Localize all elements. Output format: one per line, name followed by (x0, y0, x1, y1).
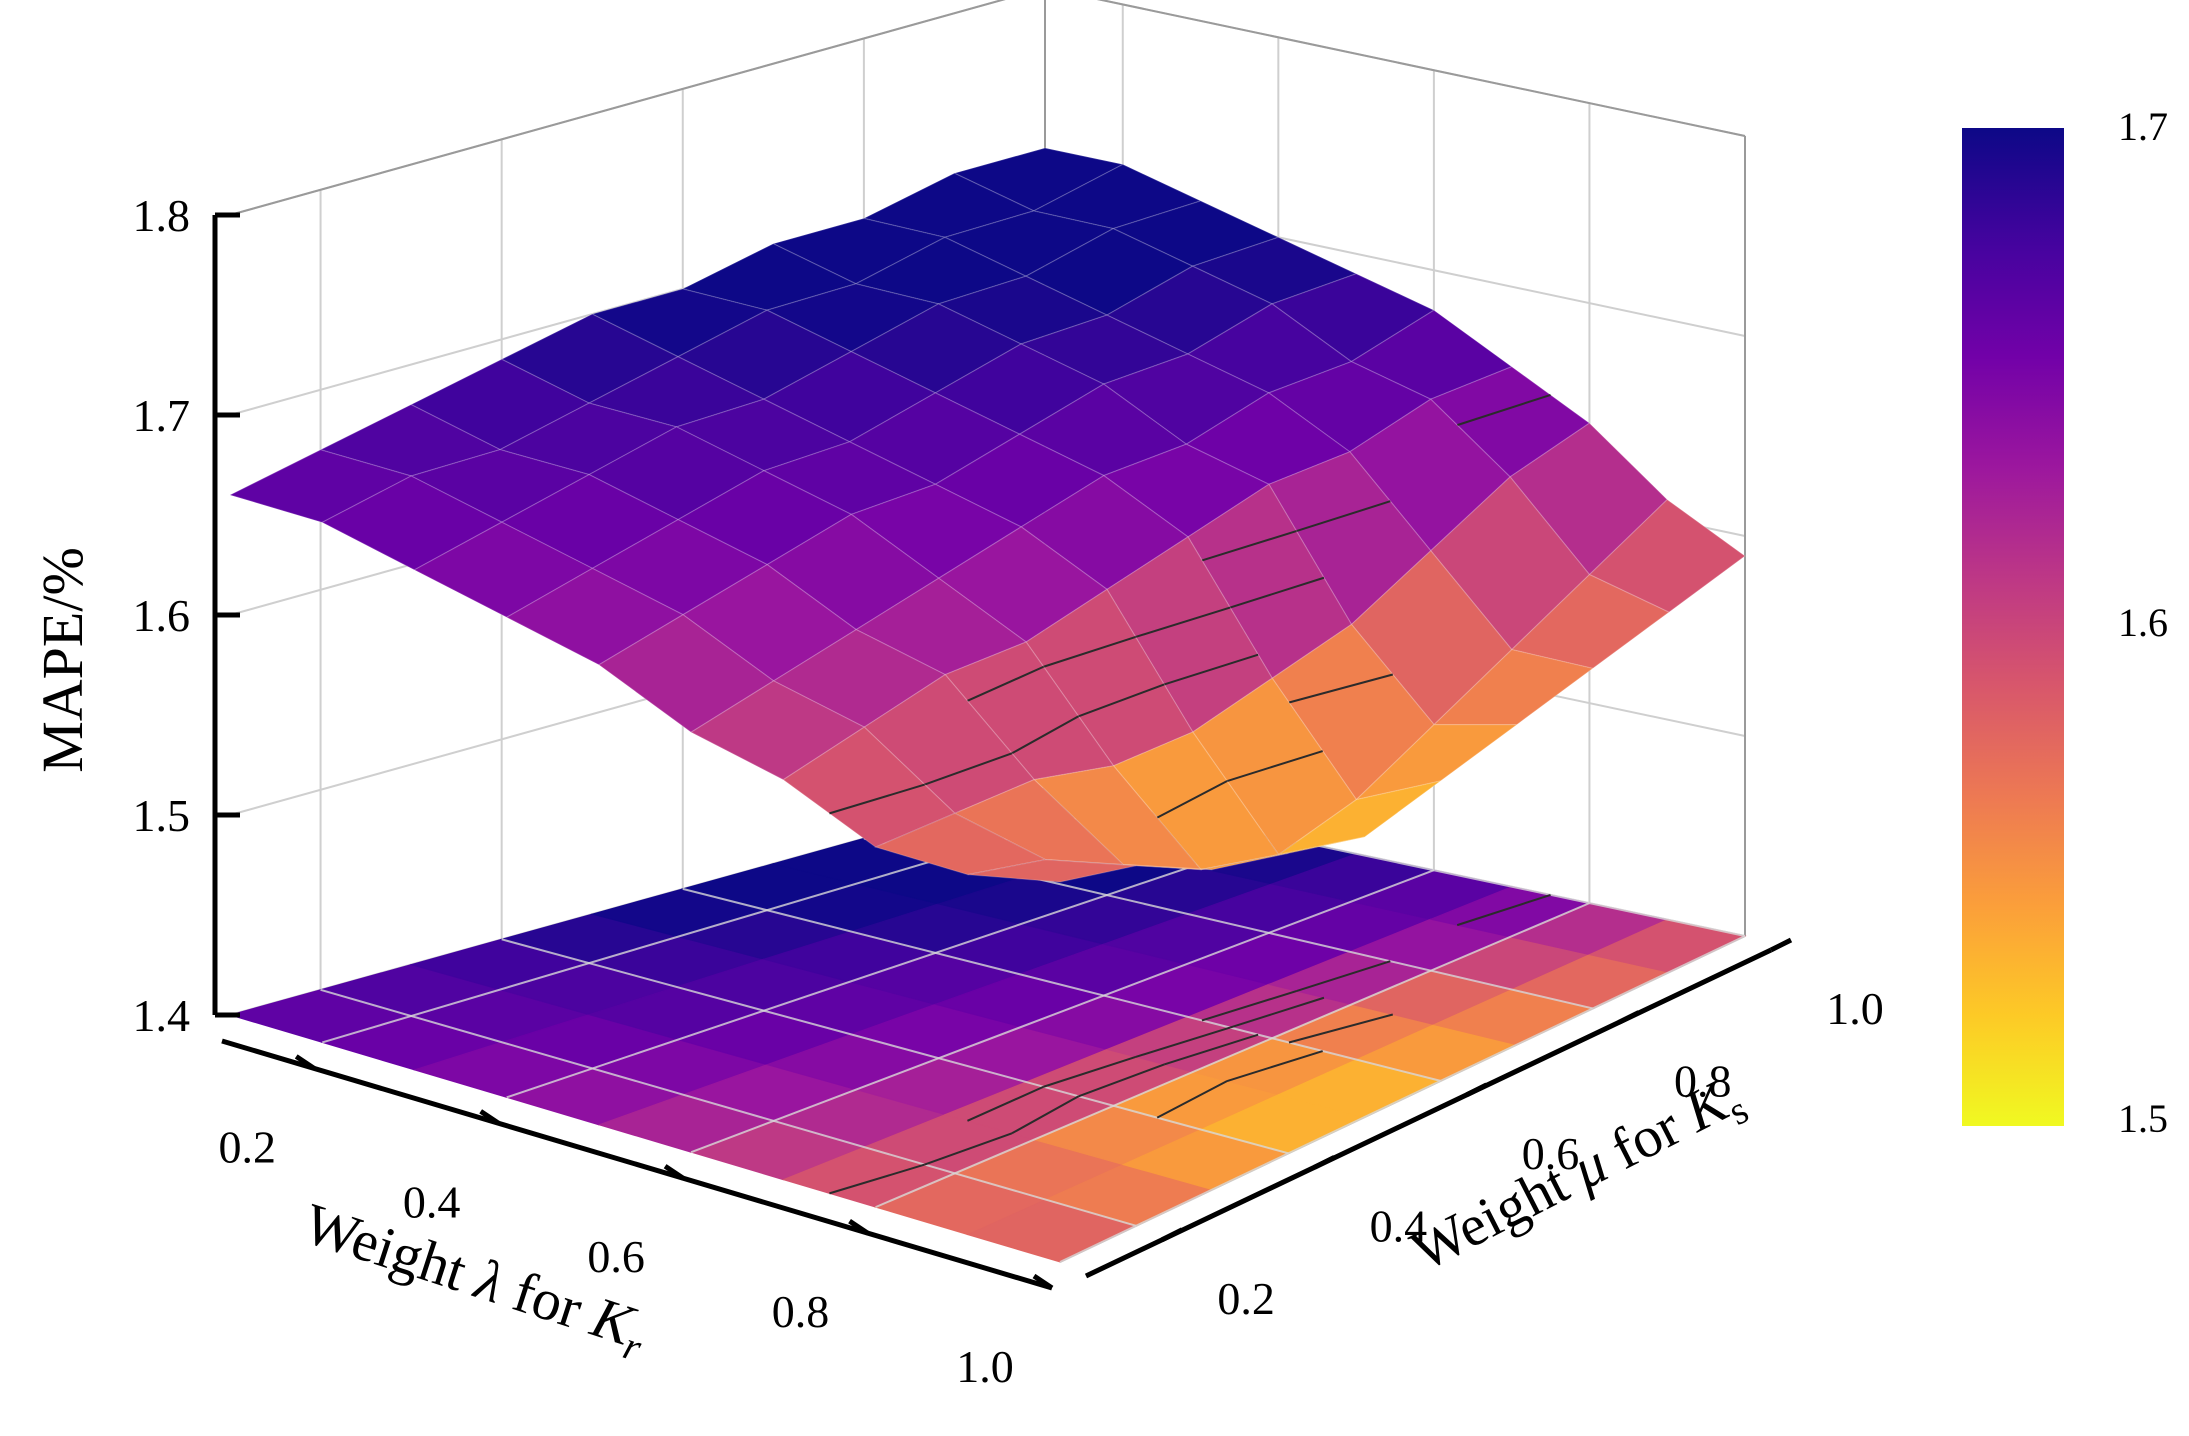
y-tick-mark-1 (1313, 1155, 1336, 1170)
z-tick-label-2: 1.6 (133, 590, 191, 641)
surface-contour-line (1156, 780, 1228, 819)
x-tick-label-1: 0.4 (403, 1176, 461, 1227)
surface-contour-line (967, 665, 1045, 702)
y-tick-label-4: 1.0 (1826, 983, 1884, 1034)
floor-contour-line (1296, 960, 1391, 992)
x-tick-mark-1 (479, 1109, 501, 1126)
x-tick-label-3: 0.8 (772, 1286, 830, 1337)
grid-line-left-wall-z-4 (229, 0, 1006, 216)
mape-surface (228, 147, 1747, 883)
y-tick-label-1: 0.4 (1370, 1200, 1428, 1251)
x-tick-label-4: 1.0 (956, 1341, 1014, 1392)
surface-contour-line (1201, 530, 1297, 562)
floor-contour-line (1156, 1080, 1228, 1119)
floor-contour-line (1288, 1013, 1394, 1044)
x-tick-mark-0 (294, 1054, 316, 1071)
y-tick-mark-3 (1617, 1010, 1640, 1025)
colorbar-tick-low: 1.5 (2118, 1096, 2168, 1141)
floor-contour-line (1456, 893, 1551, 927)
x-tick-mark-4 (1032, 1273, 1054, 1291)
surface-contour-line (1011, 715, 1080, 755)
floor-grid-lambda-1 (506, 836, 1279, 1099)
y-tick-mark-4 (1769, 937, 1793, 953)
surface-cell (1278, 780, 1441, 856)
z-tick-label-4: 1.8 (133, 190, 191, 241)
y-tick-label-0: 0.2 (1217, 1273, 1275, 1324)
y-axis-label: Weight μ for Ks (1401, 1062, 1755, 1291)
floor-contour-line (1135, 1026, 1231, 1058)
surface-contour-line (1078, 683, 1165, 718)
floor-contour-line (829, 1163, 925, 1195)
floor-contour-line (924, 1132, 1013, 1166)
surface-contour-line (1043, 636, 1136, 668)
floor-grid-mu-2 (682, 887, 1441, 1082)
surface-contour-line (1226, 750, 1323, 782)
pane-edge-1 (1096, 0, 1746, 137)
pane-edge-0 (229, 0, 1006, 216)
y-tick-label-3: 0.8 (1674, 1055, 1732, 1106)
surface-contour-line (1288, 673, 1394, 704)
y-tick-label-2: 0.6 (1522, 1128, 1580, 1179)
floor-contour-line (1078, 1063, 1165, 1098)
colorbar: 1.7 1.6 1.5 (1962, 104, 2168, 1141)
floor-contour-projection (228, 787, 1747, 1263)
z-tick-label-3: 1.7 (133, 390, 191, 441)
floor-contour-line (1011, 1095, 1080, 1135)
y-tick-mark-0 (1160, 1227, 1184, 1243)
floor-contour-line (1163, 1033, 1259, 1066)
surface-contour-line (1163, 653, 1259, 686)
surface-contour-line (1296, 500, 1391, 532)
surface-contour-line (1456, 393, 1551, 427)
floor-contour-line (1043, 1056, 1136, 1088)
z-tick-label-0: 1.4 (133, 990, 191, 1041)
colorbar-tick-mid: 1.6 (2118, 600, 2168, 645)
z-axis-label: MAPE/% (30, 547, 95, 773)
axes-frame: 1.4 1.5 1.6 1.7 1.8 0.2 0.4 0.6 0.8 1.0 0.2 0.4 0.6 0… (133, 190, 1884, 1392)
surface-cell (967, 858, 1137, 883)
floor-grid-lambda-4 (1059, 935, 1746, 1263)
surface-cell (1123, 852, 1289, 871)
floor-contour-line (1229, 996, 1325, 1029)
z-tick-label-1: 1.5 (133, 790, 191, 841)
floor-grid-lambda-3 (875, 902, 1590, 1209)
floor-contour-line (1226, 1050, 1323, 1082)
surface-contour-line (924, 752, 1013, 786)
colorbar-gradient (1962, 128, 2064, 1126)
surface-contour-line (829, 783, 925, 815)
x-tick-mark-2 (663, 1164, 685, 1181)
colorbar-tick-high: 1.7 (2118, 104, 2168, 149)
y-axis-line (1084, 947, 1773, 1279)
x-tick-mark-3 (848, 1219, 869, 1236)
floor-contour-line (967, 1085, 1045, 1122)
grid-line-right-wall-z-4 (1096, 0, 1746, 137)
y-tick-mark-2 (1465, 1082, 1488, 1098)
x-axis-line (221, 1038, 1053, 1291)
x-tick-label-2: 0.6 (587, 1231, 645, 1282)
floor-contour-line (1201, 990, 1297, 1022)
surface-contour-line (1229, 576, 1325, 609)
surface-contour-line (1135, 606, 1231, 638)
floor-grid-lambda-2 (690, 869, 1435, 1154)
x-tick-label-0: 0.2 (218, 1121, 276, 1172)
floor-grid-mu-0 (320, 988, 1137, 1227)
